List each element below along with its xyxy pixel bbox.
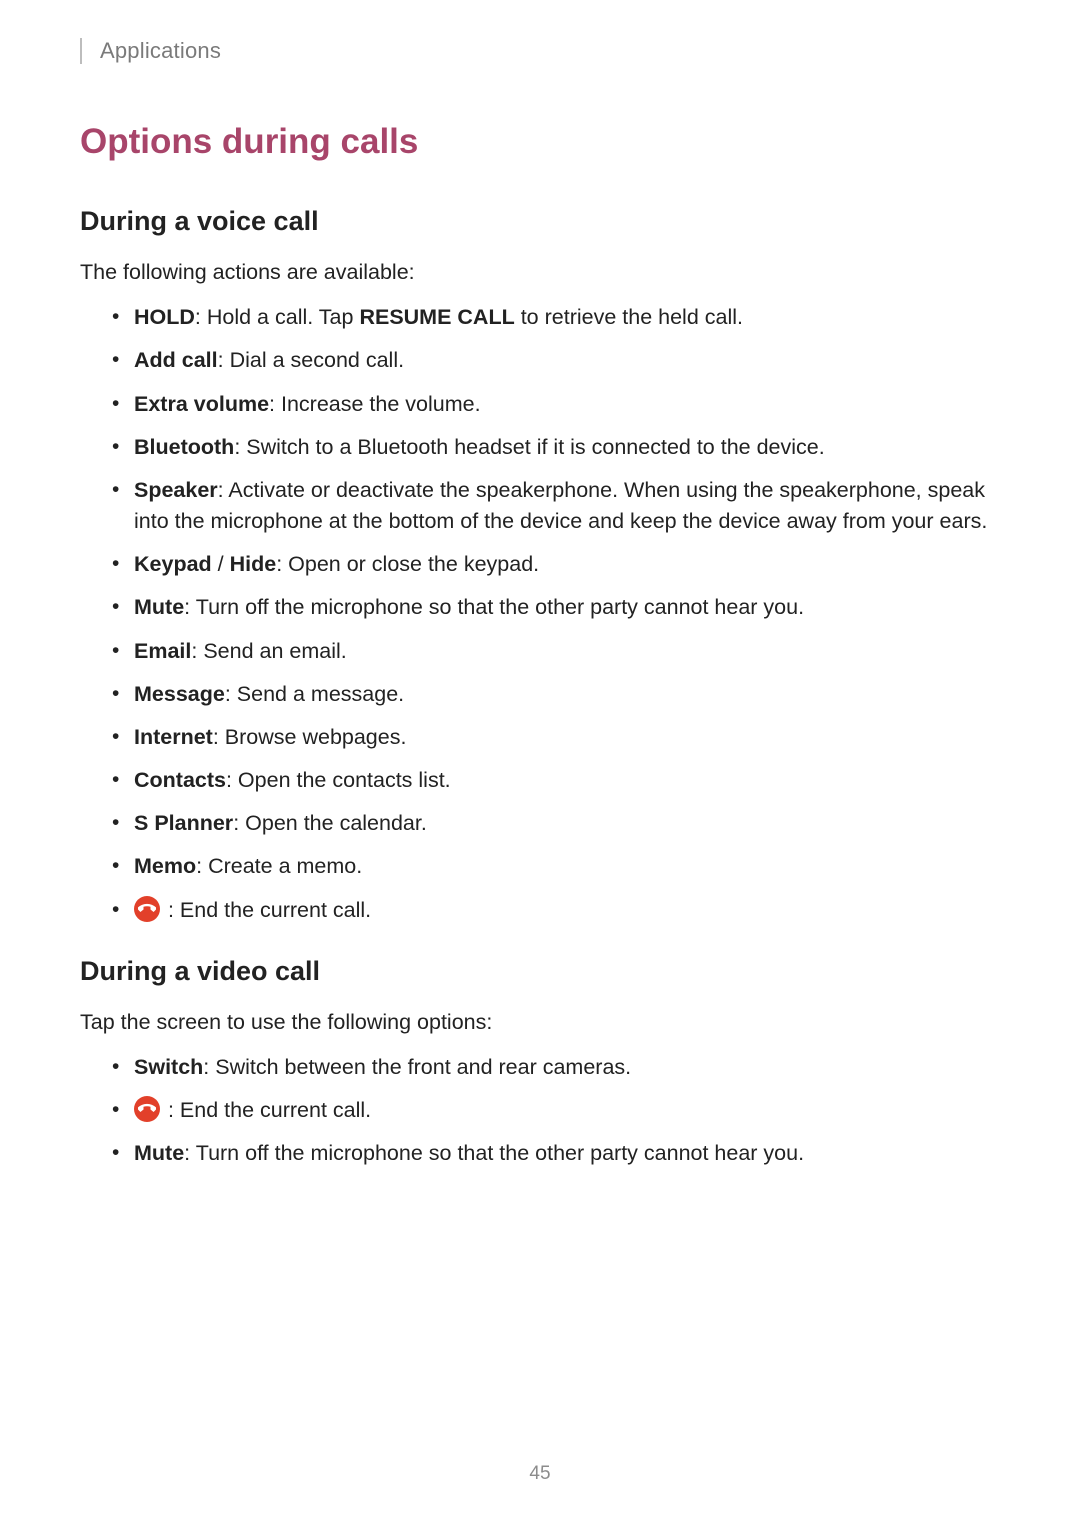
voice-heading: During a voice call bbox=[80, 206, 1000, 237]
option-text: : Create a memo. bbox=[196, 854, 362, 878]
list-item: Mute: Turn off the microphone so that th… bbox=[112, 592, 1000, 623]
option-label: HOLD bbox=[134, 305, 195, 329]
option-label: Email bbox=[134, 639, 191, 663]
video-heading: During a video call bbox=[80, 956, 1000, 987]
option-text: : Send an email. bbox=[191, 639, 346, 663]
video-block: During a video call Tap the screen to us… bbox=[80, 956, 1000, 1170]
list-item: : End the current call. bbox=[112, 895, 1000, 926]
list-item: S Planner: Open the calendar. bbox=[112, 808, 1000, 839]
end-call-icon bbox=[134, 896, 160, 922]
option-text: : Dial a second call. bbox=[218, 348, 404, 372]
page-number: 45 bbox=[0, 1463, 1080, 1485]
option-label: RESUME CALL bbox=[359, 305, 514, 329]
option-label: Internet bbox=[134, 725, 213, 749]
option-text: / bbox=[212, 552, 230, 576]
option-label: Bluetooth bbox=[134, 435, 234, 459]
voice-intro: The following actions are available: bbox=[80, 257, 1000, 288]
option-label: Mute bbox=[134, 1141, 184, 1165]
option-text: : Browse webpages. bbox=[213, 725, 407, 749]
list-item: Email: Send an email. bbox=[112, 636, 1000, 667]
option-text: : Turn off the microphone so that the ot… bbox=[184, 1141, 804, 1165]
option-label: Keypad bbox=[134, 552, 212, 576]
list-item: Keypad / Hide: Open or close the keypad. bbox=[112, 549, 1000, 580]
option-text: to retrieve the held call. bbox=[515, 305, 743, 329]
option-text: : End the current call. bbox=[162, 898, 371, 922]
list-item: Bluetooth: Switch to a Bluetooth headset… bbox=[112, 432, 1000, 463]
list-item: HOLD: Hold a call. Tap RESUME CALL to re… bbox=[112, 302, 1000, 333]
option-text: : Open or close the keypad. bbox=[276, 552, 539, 576]
voice-options-list: HOLD: Hold a call. Tap RESUME CALL to re… bbox=[80, 302, 1000, 926]
option-label: Mute bbox=[134, 595, 184, 619]
list-item: Internet: Browse webpages. bbox=[112, 722, 1000, 753]
list-item: Add call: Dial a second call. bbox=[112, 345, 1000, 376]
option-label: Extra volume bbox=[134, 392, 269, 416]
option-text: : Hold a call. Tap bbox=[195, 305, 360, 329]
list-item: Extra volume: Increase the volume. bbox=[112, 389, 1000, 420]
list-item: Contacts: Open the contacts list. bbox=[112, 765, 1000, 796]
option-label: Switch bbox=[134, 1055, 203, 1079]
list-item: : End the current call. bbox=[112, 1095, 1000, 1126]
list-item: Speaker: Activate or deactivate the spea… bbox=[112, 475, 1000, 537]
section-title: Options during calls bbox=[80, 122, 1000, 162]
list-item: Mute: Turn off the microphone so that th… bbox=[112, 1138, 1000, 1169]
option-text: : Switch to a Bluetooth headset if it is… bbox=[234, 435, 824, 459]
option-text: : Turn off the microphone so that the ot… bbox=[184, 595, 804, 619]
option-text: : Send a message. bbox=[225, 682, 404, 706]
option-label: Speaker bbox=[134, 478, 218, 502]
option-text: : Increase the volume. bbox=[269, 392, 481, 416]
header-tab: Applications bbox=[80, 38, 1000, 64]
end-call-icon bbox=[134, 1096, 160, 1122]
option-text: : Activate or deactivate the speakerphon… bbox=[134, 478, 987, 533]
option-label: Hide bbox=[230, 552, 277, 576]
option-text: : End the current call. bbox=[162, 1098, 371, 1122]
header-tab-label: Applications bbox=[100, 38, 221, 63]
option-text: : Open the calendar. bbox=[233, 811, 427, 835]
list-item: Message: Send a message. bbox=[112, 679, 1000, 710]
option-text: : Open the contacts list. bbox=[226, 768, 451, 792]
video-options-list: Switch: Switch between the front and rea… bbox=[80, 1052, 1000, 1170]
page: Applications Options during calls During… bbox=[0, 0, 1080, 1527]
option-text: : Switch between the front and rear came… bbox=[203, 1055, 631, 1079]
list-item: Memo: Create a memo. bbox=[112, 851, 1000, 882]
option-label: Contacts bbox=[134, 768, 226, 792]
list-item: Switch: Switch between the front and rea… bbox=[112, 1052, 1000, 1083]
option-label: Message bbox=[134, 682, 225, 706]
video-intro: Tap the screen to use the following opti… bbox=[80, 1007, 1000, 1038]
option-label: Add call bbox=[134, 348, 218, 372]
option-label: S Planner bbox=[134, 811, 233, 835]
option-label: Memo bbox=[134, 854, 196, 878]
